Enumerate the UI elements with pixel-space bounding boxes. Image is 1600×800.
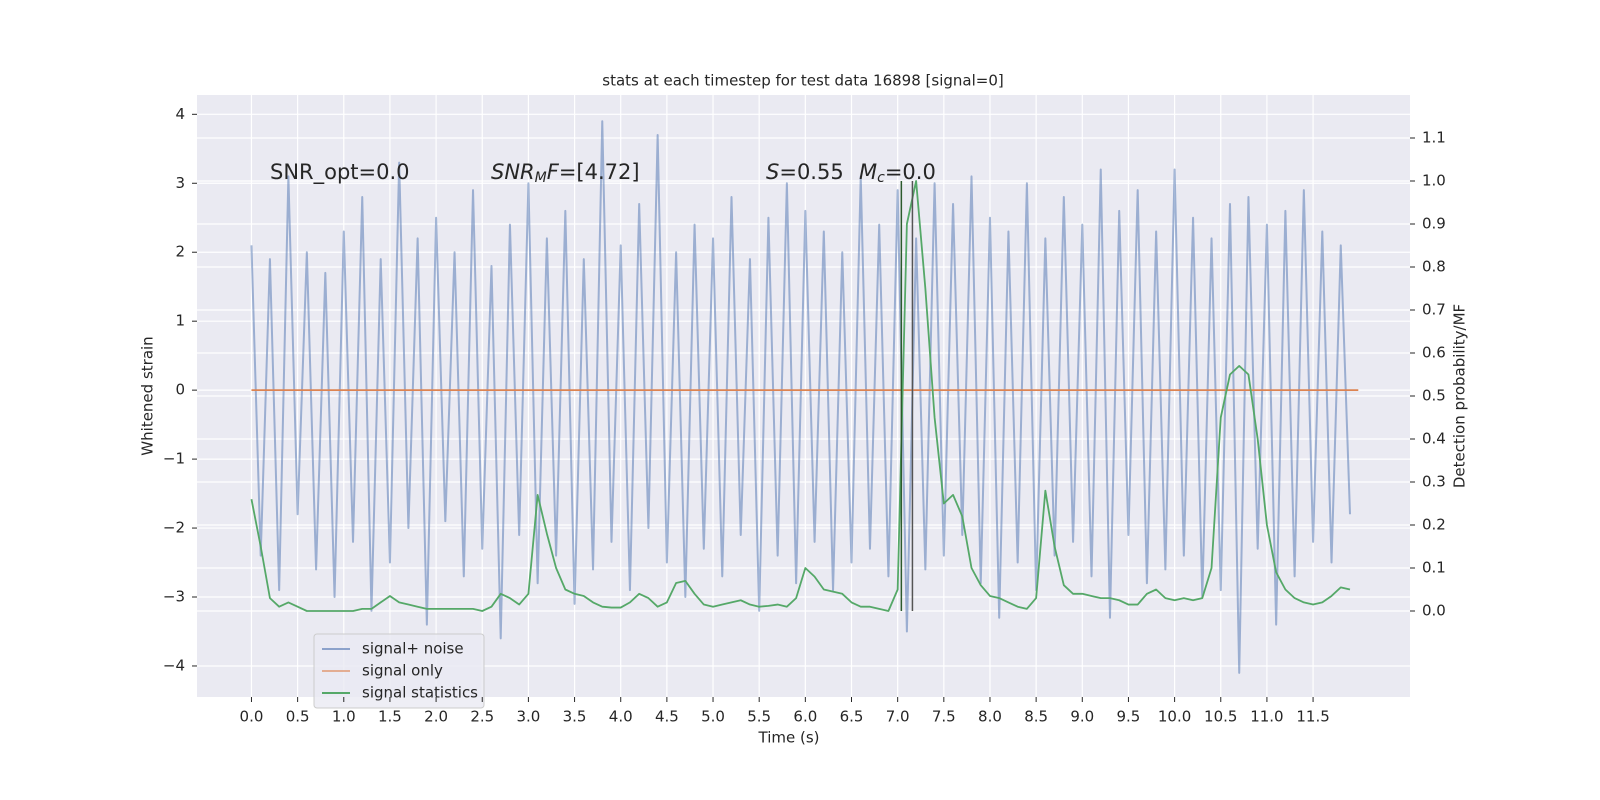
annotation-text: F bbox=[547, 160, 560, 184]
y2-tick-label: 0.6 bbox=[1422, 344, 1446, 362]
y2-tick-label: 0.3 bbox=[1422, 473, 1446, 491]
series-line bbox=[250, 180, 1351, 612]
x-tick-label: 0.0 bbox=[240, 708, 264, 726]
x-tick-label: 10.0 bbox=[1158, 708, 1191, 726]
annotation-text: c bbox=[877, 170, 885, 186]
annotation-text: SNR bbox=[491, 160, 535, 184]
x-tick-label: 5.5 bbox=[747, 708, 771, 726]
annotation-text: M bbox=[535, 170, 547, 186]
legend-label: signal statistics bbox=[362, 684, 478, 702]
y2-tick-label: 0.0 bbox=[1422, 602, 1446, 620]
y2-tick-label: 0.4 bbox=[1422, 430, 1446, 448]
y-tick-label: −1 bbox=[163, 450, 185, 468]
y2-tick-label: 0.1 bbox=[1422, 559, 1446, 577]
x-tick-label: 5.0 bbox=[701, 708, 725, 726]
y-tick-label: 3 bbox=[175, 174, 185, 192]
y2-tick-label: 1.0 bbox=[1422, 172, 1446, 190]
annotation-text: =0.0 bbox=[885, 160, 936, 184]
x-tick-label: 11.5 bbox=[1296, 708, 1329, 726]
x-tick-label: 9.0 bbox=[1070, 708, 1094, 726]
y-tick-label: 4 bbox=[175, 105, 185, 123]
y2-tick-label: 0.8 bbox=[1422, 258, 1446, 276]
y2-tick-label: 0.2 bbox=[1422, 516, 1446, 534]
x-tick-label: 11.0 bbox=[1250, 708, 1283, 726]
x-tick-label: 9.5 bbox=[1117, 708, 1141, 726]
y2-tick-label: 1.1 bbox=[1422, 129, 1446, 147]
y-tick-label: −3 bbox=[163, 588, 185, 606]
x-axis-label: Time (s) bbox=[758, 729, 820, 747]
y2-tick-label: 0.5 bbox=[1422, 387, 1446, 405]
y-tick-label: 0 bbox=[175, 381, 185, 399]
chart-title: stats at each timestep for test data 168… bbox=[602, 72, 1003, 90]
marks bbox=[250, 120, 1359, 674]
legend-label: signal only bbox=[362, 662, 443, 680]
y-tick-label: 2 bbox=[175, 243, 185, 261]
annotation: Mc=0.0 bbox=[859, 160, 936, 186]
y-tick-label: −4 bbox=[163, 656, 185, 674]
y2-tick-label: 0.7 bbox=[1422, 301, 1446, 319]
y2-axis-label: Detection probability/MF bbox=[1451, 304, 1469, 488]
x-tick-label: 10.5 bbox=[1204, 708, 1237, 726]
x-tick-label: 3.0 bbox=[516, 708, 540, 726]
annotation-text: =0.55 bbox=[779, 160, 843, 184]
x-tick-label: 0.5 bbox=[286, 708, 310, 726]
annotation-text: S bbox=[766, 160, 779, 184]
y2-tick-label: 0.9 bbox=[1422, 215, 1446, 233]
x-tick-label: 2.5 bbox=[470, 708, 494, 726]
x-tick-label: 6.0 bbox=[793, 708, 817, 726]
y-tick-label: 1 bbox=[175, 312, 185, 330]
annotation: S=0.55 bbox=[766, 160, 844, 184]
legend-box bbox=[313, 633, 485, 709]
grid bbox=[197, 95, 1410, 697]
annotation-text: M bbox=[859, 160, 877, 184]
x-tick-label: 1.5 bbox=[378, 708, 402, 726]
x-tick-label: 7.0 bbox=[886, 708, 910, 726]
x-tick-label: 1.0 bbox=[332, 708, 356, 726]
annotation: SNR_opt=0.0 bbox=[270, 160, 410, 185]
x-tick-label: 2.0 bbox=[424, 708, 448, 726]
legend-label: signal+ noise bbox=[362, 640, 464, 658]
annotation-text: SNR_opt=0.0 bbox=[270, 160, 410, 185]
y-axis-label: Whitened strain bbox=[139, 336, 157, 455]
legend: signal+ noise signal only signal statistic… bbox=[313, 633, 485, 709]
annotation-text: =[4.72] bbox=[559, 160, 640, 184]
x-tick-label: 7.5 bbox=[932, 708, 956, 726]
x-tick-label: 6.5 bbox=[840, 708, 864, 726]
series-line bbox=[250, 120, 1351, 674]
x-tick-label: 3.5 bbox=[563, 708, 587, 726]
x-tick-label: 4.0 bbox=[609, 708, 633, 726]
y-tick-label: −2 bbox=[163, 519, 185, 537]
x-tick-label: 8.0 bbox=[978, 708, 1002, 726]
annotation: SNRMF=[4.72] bbox=[491, 160, 640, 186]
x-tick-label: 4.5 bbox=[655, 708, 679, 726]
x-tick-label: 8.5 bbox=[1024, 708, 1048, 726]
